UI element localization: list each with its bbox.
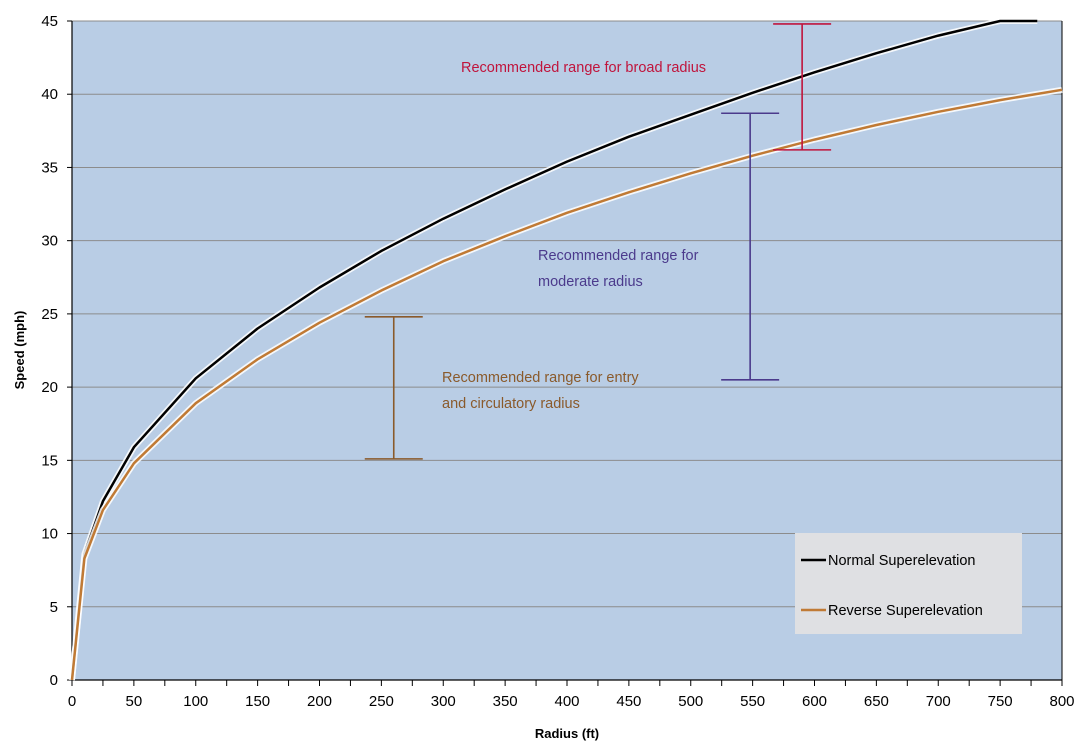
x-tick-label: 50 [126, 693, 143, 710]
gridlines [72, 20, 1062, 608]
x-tick-label: 0 [68, 693, 76, 710]
data-series [69, 18, 1063, 681]
y-tick-label: 20 [41, 379, 58, 396]
legend-label: Normal Superelevation [828, 553, 976, 569]
x-tick-label: 750 [988, 693, 1013, 710]
x-tick-label: 200 [307, 693, 332, 710]
y-tick-label: 15 [41, 452, 58, 469]
y-tick-label: 40 [41, 86, 58, 103]
range-label: Recommended range for [538, 248, 699, 264]
x-tick-label: 800 [1049, 693, 1074, 710]
series-line-normal [70, 19, 1038, 681]
x-tick-label: 250 [369, 693, 394, 710]
x-tick-label: 550 [740, 693, 765, 710]
y-tick-label: 10 [41, 526, 58, 543]
range-label: moderate radius [538, 274, 643, 290]
range-label: Recommended range for entry [442, 370, 639, 386]
series-line-reverse [70, 88, 1063, 681]
y-tick-label: 5 [50, 599, 58, 616]
range-label: Recommended range for broad radius [461, 60, 706, 76]
y-tick-label: 0 [50, 672, 58, 689]
y-tick-label: 35 [41, 159, 58, 176]
x-tick-label: 450 [616, 693, 641, 710]
x-tick-label: 300 [431, 693, 456, 710]
range-label: and circulatory radius [442, 396, 580, 412]
legend-box [795, 533, 1022, 634]
x-tick-label: 500 [678, 693, 703, 710]
legend: Normal Superelevation Reverse Superelevat… [795, 533, 1022, 634]
x-tick-label: 100 [183, 693, 208, 710]
y-tick-label: 30 [41, 233, 58, 250]
x-axis-title: Radius (ft) [535, 726, 599, 741]
x-tick-label: 600 [802, 693, 827, 710]
x-tick-label: 400 [554, 693, 579, 710]
x-tick-label: 150 [245, 693, 270, 710]
x-tick-label: 650 [864, 693, 889, 710]
legend-label: Reverse Superelevation [828, 603, 983, 619]
range-annotations: Recommended range for broad radius Recomm… [364, 23, 832, 460]
x-tick-label: 700 [926, 693, 951, 710]
x-tick-label: 350 [493, 693, 518, 710]
y-tick-label: 25 [41, 306, 58, 323]
y-tick-label: 45 [41, 13, 58, 30]
y-axis-title: Speed (mph) [12, 311, 27, 390]
